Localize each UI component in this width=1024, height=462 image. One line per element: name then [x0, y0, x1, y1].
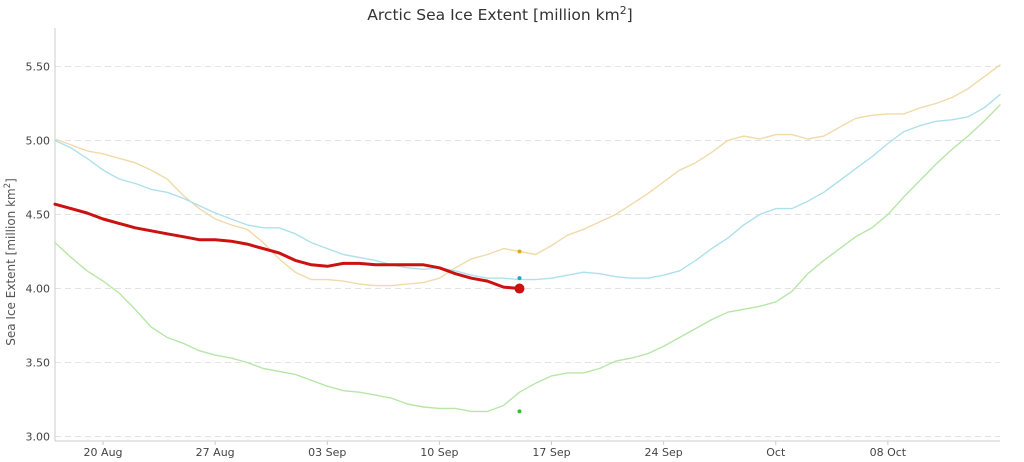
x-tick-label: Oct	[766, 446, 786, 459]
x-tick-label: 24 Sep	[645, 446, 683, 459]
x-tick-label: 08 Oct	[870, 446, 907, 459]
x-tick-label: 27 Aug	[196, 446, 235, 459]
end-marker-2	[517, 409, 522, 414]
end-marker-0	[517, 249, 522, 254]
y-tick-label: 5.50	[26, 60, 51, 73]
series-line-1	[54, 93, 1001, 281]
y-axis-label: Sea Ice Extent [million km2]	[2, 178, 18, 346]
y-tick-label: 3.00	[26, 431, 51, 444]
series-layer	[53, 64, 1001, 413]
y-tick-label: 3.50	[26, 357, 51, 370]
x-tick-label: 20 Aug	[84, 446, 123, 459]
x-tick-label: 17 Sep	[532, 446, 570, 459]
x-tick-label: 03 Sep	[308, 446, 346, 459]
series-line-2	[54, 104, 1001, 413]
series-line-0	[54, 64, 1001, 287]
series-line-3	[53, 202, 521, 290]
marker-layer	[514, 249, 525, 414]
gridlines	[55, 65, 1000, 438]
y-tick-label: 5.00	[26, 135, 51, 148]
end-marker-1	[517, 276, 522, 281]
x-tick-label: 10 Sep	[420, 446, 458, 459]
y-tick-label: 4.00	[26, 283, 51, 296]
end-marker-3	[514, 283, 525, 294]
axes: 3.00 3.50 4.00 4.50 5.00 5.50 20 Aug 27 Aug 03 S…	[26, 28, 1000, 459]
chart-title: Arctic Sea Ice Extent [million km2]	[367, 4, 632, 25]
y-tick-label: 4.50	[26, 209, 51, 222]
